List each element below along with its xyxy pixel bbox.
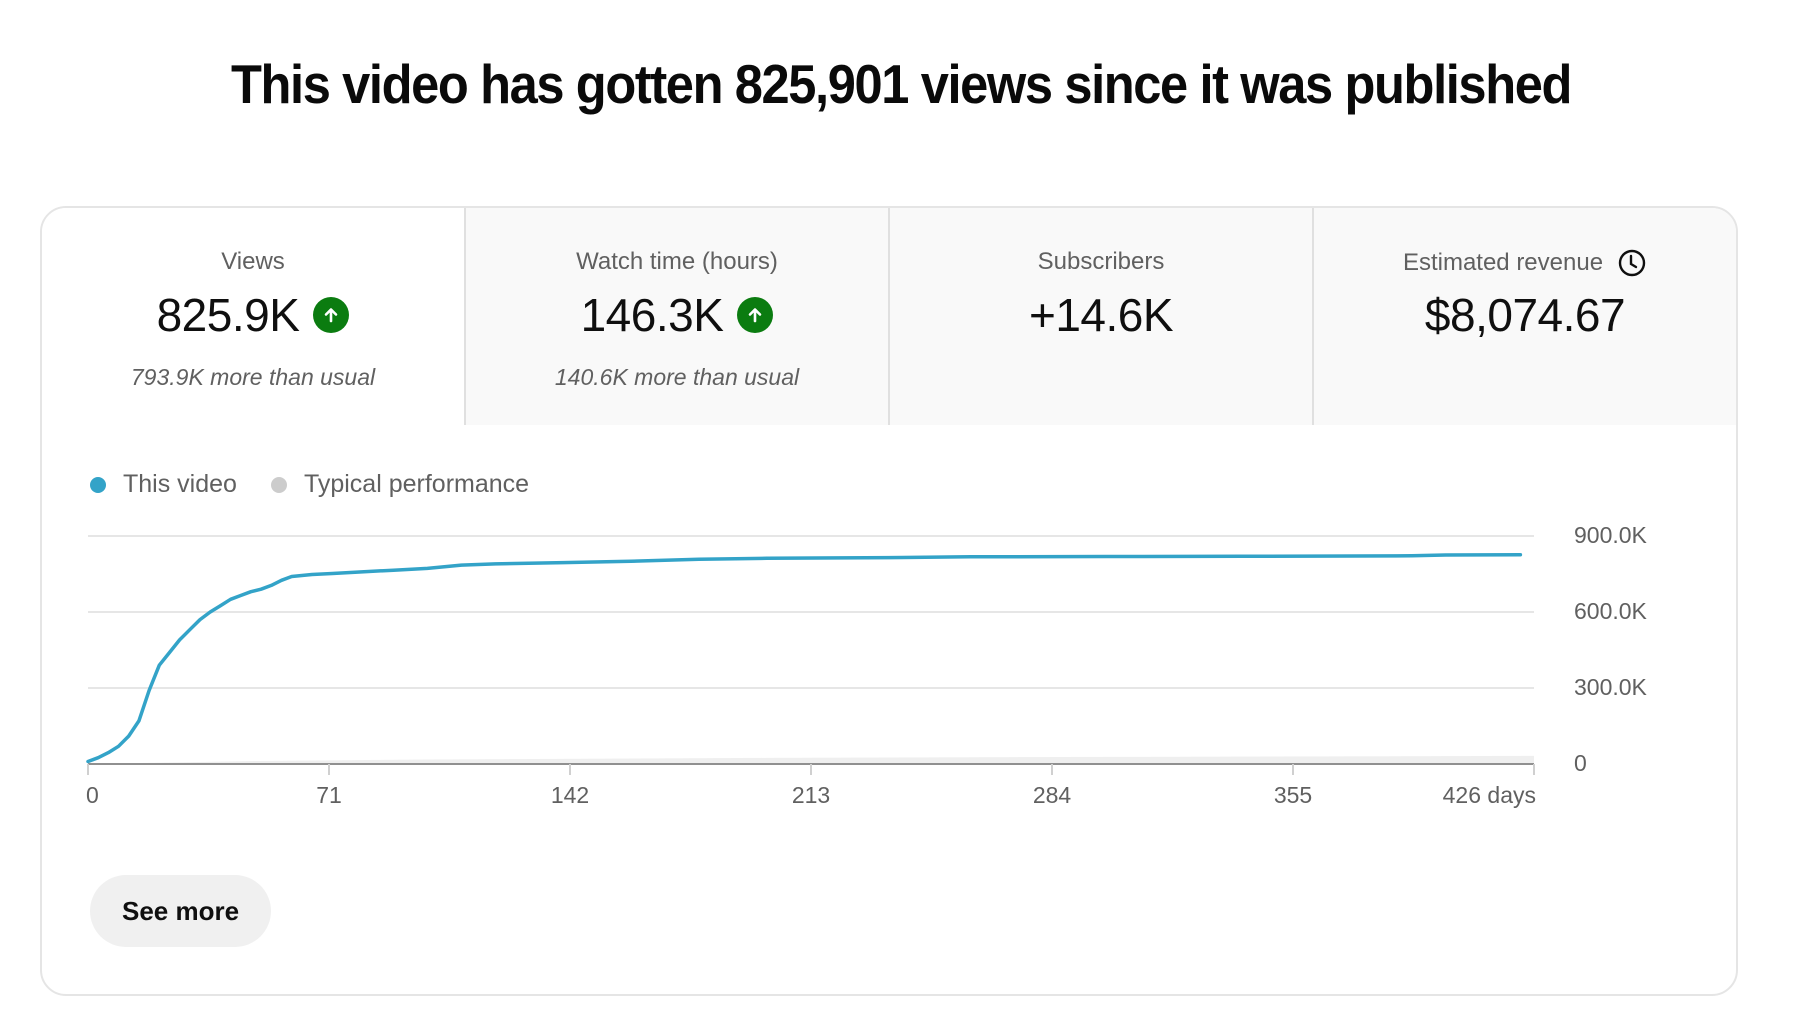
x-tick-label: 213	[791, 782, 831, 808]
tile-label: Views	[221, 248, 285, 275]
typical-performance-area	[88, 755, 1534, 764]
tile-estimated-revenue[interactable]: Estimated revenue $8,074.67	[1312, 208, 1736, 425]
tile-watch-time[interactable]: Watch time (hours) 146.3K 140.6K more th…	[464, 208, 888, 425]
x-tick-label: 142	[550, 782, 590, 808]
trend-up-icon	[313, 297, 350, 333]
metric-tiles: Views 825.9K 793.9K more than usual Watc…	[42, 208, 1736, 425]
y-tick-label: 0	[1574, 750, 1587, 776]
tile-value: +14.6K	[1028, 289, 1174, 341]
legend-label: Typical performance	[303, 470, 530, 498]
tile-value: $8,074.67	[1424, 289, 1626, 341]
trend-up-icon	[737, 297, 774, 333]
chart-legend: This video Typical performance	[90, 470, 563, 499]
legend-dot-icon	[90, 476, 106, 493]
legend-item-typical[interactable]: Typical performance	[270, 470, 530, 499]
legend-label: This video	[123, 470, 237, 498]
y-tick-label: 900.0K	[1574, 522, 1647, 548]
x-tick-label: 426 days	[1442, 782, 1536, 808]
page-headline: This video has gotten 825,901 views sinc…	[230, 53, 1572, 115]
this-video-line	[86, 553, 1523, 764]
clock-icon[interactable]	[1617, 248, 1647, 278]
x-tick-label: 355	[1273, 782, 1313, 808]
legend-item-this-video[interactable]: This video	[90, 470, 237, 499]
analytics-card: Views 825.9K 793.9K more than usual Watc…	[40, 206, 1738, 996]
tile-comparison: 140.6K more than usual	[554, 364, 800, 390]
views-line-chart[interactable]	[42, 208, 1738, 996]
x-tick-label: 284	[1032, 782, 1072, 808]
tile-views[interactable]: Views 825.9K 793.9K more than usual	[42, 208, 464, 425]
tile-comparison: 793.9K more than usual	[130, 364, 376, 390]
see-more-button[interactable]: See more	[90, 875, 272, 947]
x-tick-label: 71	[316, 782, 342, 808]
tile-value: 146.3K	[580, 289, 724, 341]
tile-label: Watch time (hours)	[576, 248, 778, 275]
tile-value: 825.9K	[156, 289, 300, 341]
tile-subscribers[interactable]: Subscribers +14.6K	[888, 208, 1312, 425]
tile-label: Subscribers	[1037, 248, 1165, 275]
tile-label: Estimated revenue	[1402, 249, 1604, 276]
legend-dot-icon	[270, 476, 287, 493]
y-tick-label: 300.0K	[1574, 674, 1647, 700]
y-tick-label: 600.0K	[1574, 598, 1647, 624]
x-tick-label: 0	[86, 782, 99, 808]
